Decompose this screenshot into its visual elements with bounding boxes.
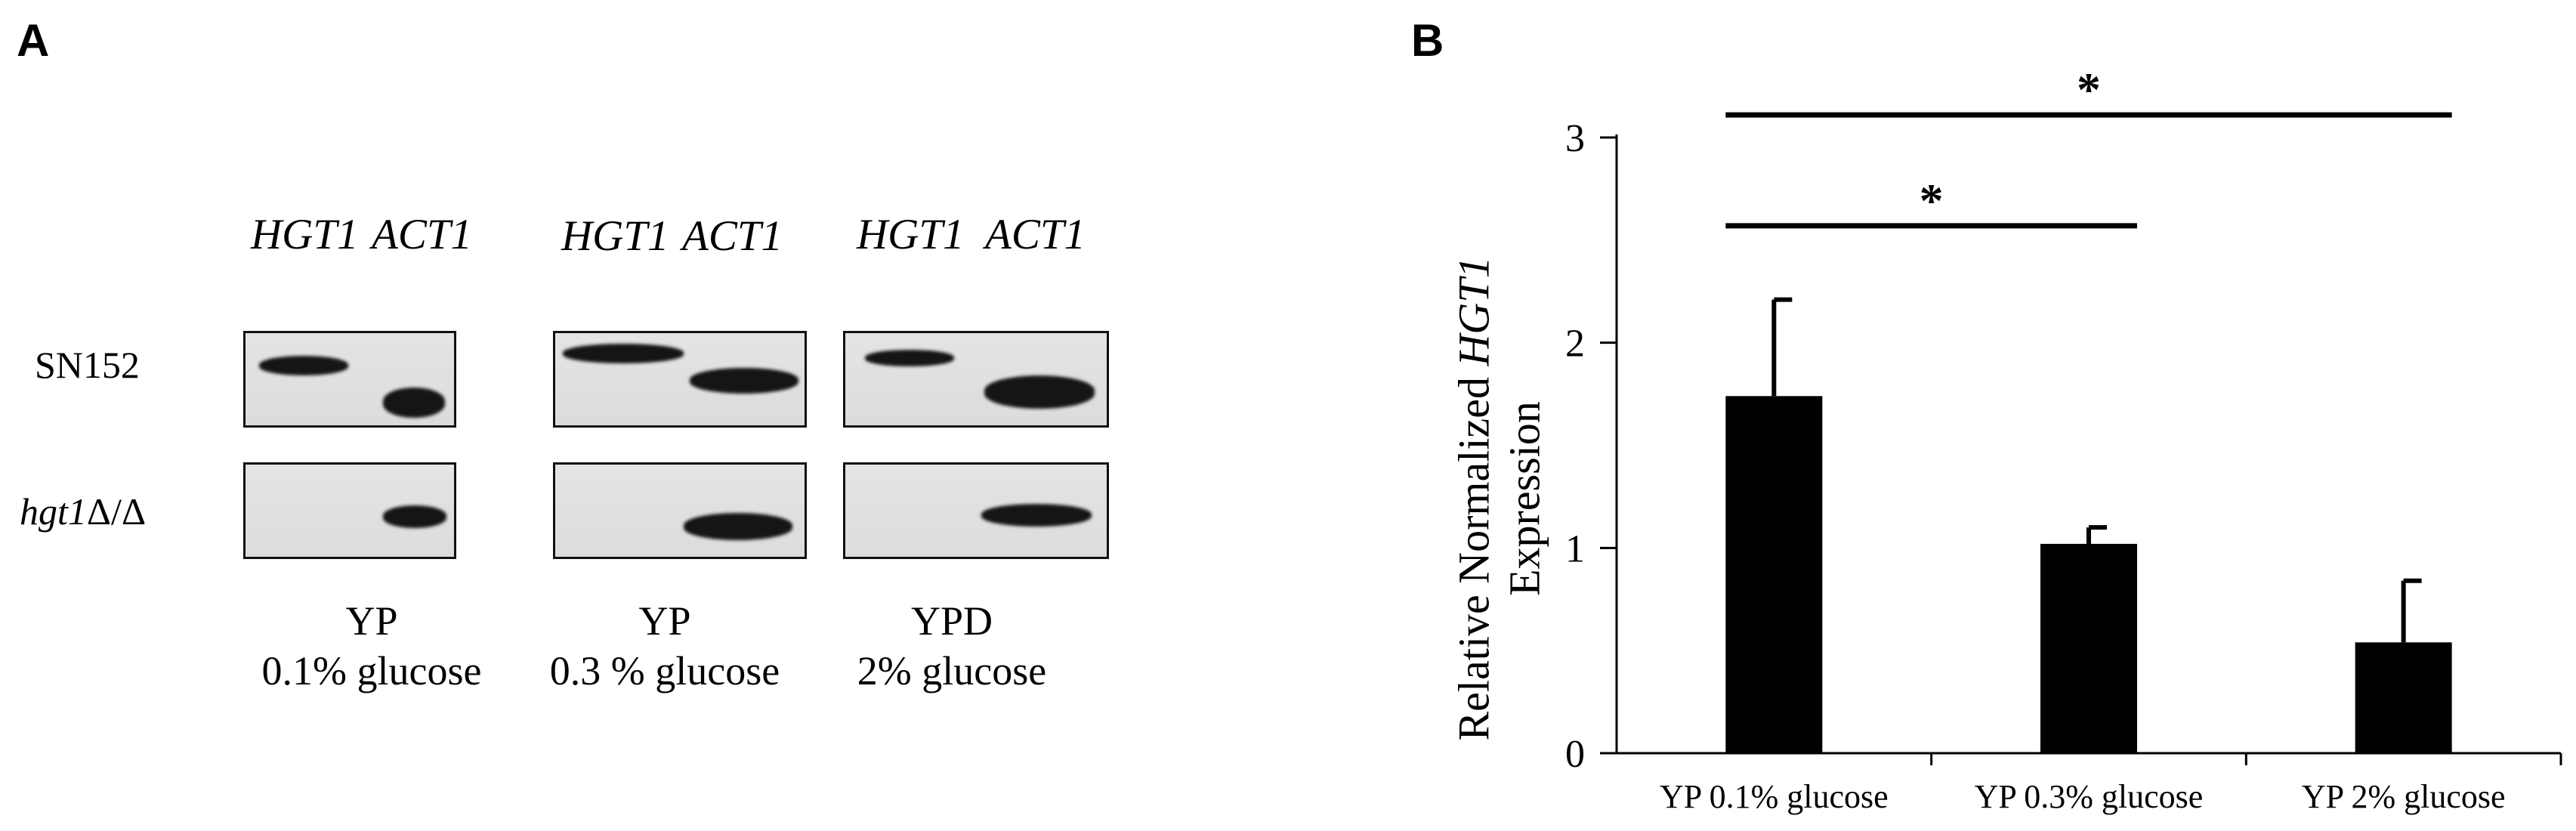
y-axis-title: Relative Normalized HGT1 Expression (1449, 256, 1549, 740)
gel-band-act1 (383, 505, 446, 528)
gel-band-act1 (690, 368, 798, 394)
gel-band-act1 (984, 375, 1095, 409)
condition-line-1: YP (345, 598, 398, 644)
condition-line-1: YP (638, 598, 691, 644)
lane-label-act1: ACT1 (372, 211, 473, 258)
gel-band-hgt1 (259, 356, 348, 375)
strain-italic-part: hgt1 (20, 490, 87, 533)
condition-line-2: 0.1% glucose (261, 647, 482, 694)
gel-sn152-yp-0.3 (553, 331, 807, 428)
gel-band-act1 (684, 513, 792, 540)
gel-sn152-yp-0.1 (243, 331, 456, 428)
gel-sn152-ypd-2 (843, 331, 1109, 428)
y-axis-title-prefix: Relative Normalized (1449, 366, 1499, 741)
condition-label-group-3: YPD 2% glucose (831, 597, 1073, 697)
x-category-label: YP 0.1% glucose (1660, 778, 1889, 815)
y-tick-label: 1 (1565, 527, 1585, 570)
significance-label: * (2077, 63, 2101, 116)
y-tick-label: 0 (1565, 733, 1585, 776)
gel-band-hgt1 (865, 350, 954, 366)
strain-deletion-part: Δ/Δ (86, 490, 147, 533)
gel-band-act1 (981, 504, 1092, 527)
y-axis-title-line-1: Relative Normalized HGT1 (1449, 256, 1500, 740)
condition-line-2: 0.3 % glucose (549, 647, 780, 694)
lane-label-hgt1: HGT1 (561, 212, 669, 260)
bar-chart: 0 1 2 3 YP 0.1% glucose YP 0.3% glucose YP 2% … (1565, 63, 2562, 815)
lane-label-act1: ACT1 (985, 211, 1086, 258)
condition-label-group-2: YP 0.3 % glucose (529, 597, 801, 697)
condition-label-group-1: YP 0.1% glucose (236, 597, 508, 697)
bar (2355, 642, 2452, 753)
gel-band-hgt1 (563, 344, 684, 363)
panel-b-label: B (1411, 15, 1444, 66)
x-category-label: YP 0.3% glucose (1975, 778, 2204, 815)
x-category-label: YP 2% glucose (2302, 778, 2506, 815)
gel-deletion-yp-0.1 (243, 462, 456, 559)
condition-line-2: 2% glucose (857, 647, 1047, 694)
row-label-sn152: SN152 (35, 344, 140, 386)
gel-deletion-yp-0.3 (553, 462, 807, 559)
lane-label-act1: ACT1 (682, 212, 783, 260)
condition-line-1: YPD (910, 598, 993, 644)
lane-label-hgt1: HGT1 (251, 211, 359, 258)
row-label-hgt1-deletion: hgt1Δ/Δ (20, 493, 146, 530)
panel-a-label: A (17, 15, 50, 66)
bar (1725, 396, 1823, 753)
y-tick-label: 3 (1565, 117, 1585, 160)
y-tick-label: 2 (1565, 323, 1585, 366)
significance-label: * (1920, 174, 1944, 227)
lane-label-hgt1: HGT1 (857, 211, 965, 258)
gel-deletion-ypd-2 (843, 462, 1109, 559)
gel-band-act1 (383, 388, 445, 418)
bar (2040, 543, 2137, 753)
y-axis-title-gene: HGT1 (1449, 256, 1499, 366)
